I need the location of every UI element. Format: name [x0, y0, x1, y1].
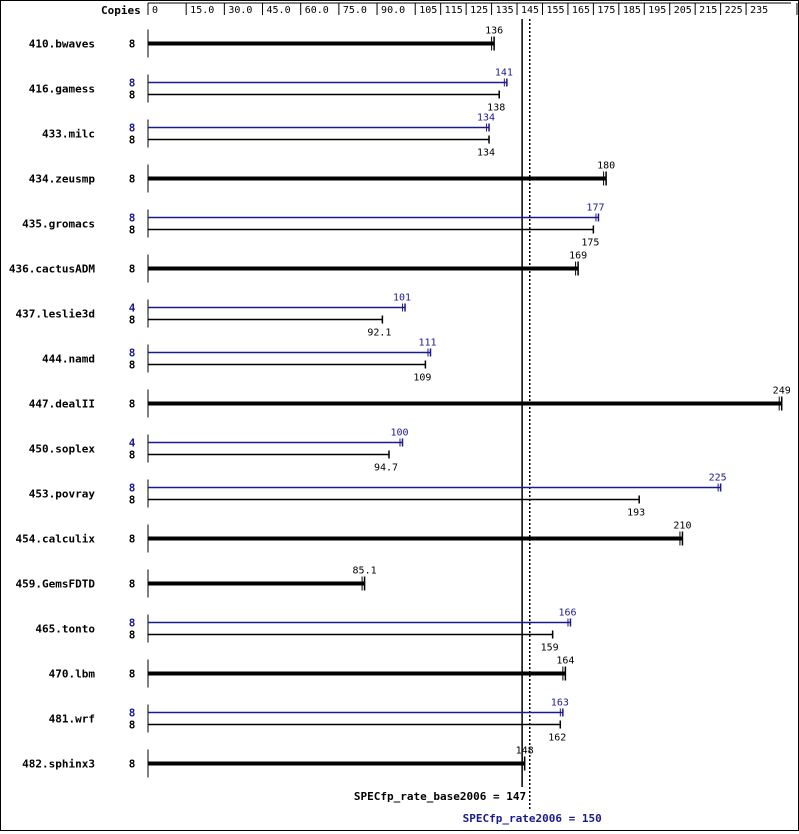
peak-value-label: 101 [393, 293, 411, 304]
base-copies: 8 [129, 578, 136, 591]
benchmark-label: 470.lbm [49, 668, 96, 681]
axis-tick-label: 125 [470, 5, 488, 16]
peak-copies: 8 [129, 212, 136, 225]
benchmark-label: 450.soplex [29, 443, 96, 456]
axis-tick-label: 0 [152, 5, 158, 16]
peak-copies: 8 [129, 77, 136, 90]
peak-value-label: 141 [495, 68, 513, 79]
peak-value-label: 100 [390, 428, 408, 439]
benchmark-label: 410.bwaves [29, 38, 95, 51]
peak-value-label: 134 [477, 113, 495, 124]
peak-value-label: 163 [551, 698, 569, 709]
base-value-label: 180 [597, 161, 615, 172]
base-copies: 8 [129, 719, 136, 732]
base-copies: 8 [129, 314, 136, 327]
peak-copies: 4 [129, 437, 136, 450]
peak-copies: 8 [129, 617, 136, 630]
base-value-label: 175 [581, 238, 599, 249]
peak-copies: 8 [129, 347, 136, 360]
peak-value-label: 177 [586, 203, 604, 214]
peak-summary-label: SPECfp_rate2006 = 150 [463, 812, 602, 825]
peak-copies: 4 [129, 302, 136, 315]
base-value-label: 109 [413, 373, 431, 384]
base-copies: 8 [129, 173, 136, 186]
base-copies: 8 [129, 134, 136, 147]
base-value-label: 134 [477, 148, 495, 159]
base-copies: 8 [129, 38, 136, 51]
axis-tick-label: 135 [496, 5, 514, 16]
benchmark-label: 444.namd [42, 353, 95, 366]
benchmark-label: 434.zeusmp [29, 173, 96, 186]
base-copies: 8 [129, 668, 136, 681]
axis-tick-label: 15.0 [190, 5, 214, 16]
benchmark-label: 453.povray [29, 488, 96, 501]
base-summary-label: SPECfp_rate_base2006 = 147 [354, 790, 526, 803]
axis-tick-label: 215 [699, 5, 717, 16]
base-copies: 8 [129, 263, 136, 276]
base-value-label: 148 [516, 746, 534, 757]
base-value-label: 164 [556, 656, 574, 667]
peak-value-label: 225 [709, 473, 727, 484]
axis-tick-label: 175 [597, 5, 615, 16]
base-copies: 8 [129, 533, 136, 546]
benchmark-label: 482.sphinx3 [22, 758, 95, 771]
base-copies: 8 [129, 494, 136, 507]
base-copies: 8 [129, 224, 136, 237]
base-copies: 8 [129, 629, 136, 642]
base-copies: 8 [129, 758, 136, 771]
axis-tick-label: 45.0 [267, 5, 291, 16]
benchmark-label: 435.gromacs [22, 218, 95, 231]
base-value-label: 136 [485, 26, 503, 37]
axis-tick-label: 185 [623, 5, 641, 16]
base-value-label: 94.7 [374, 463, 398, 474]
base-copies: 8 [129, 398, 136, 411]
axis-tick-label: 90.0 [381, 5, 405, 16]
benchmark-label: 447.dealII [29, 398, 95, 411]
base-value-label: 169 [569, 251, 587, 262]
base-value-label: 249 [773, 386, 791, 397]
copies-header: Copies [101, 4, 141, 17]
benchmark-label: 481.wrf [49, 713, 95, 726]
base-value-label: 138 [487, 103, 505, 114]
axis-tick-label: 75.0 [343, 5, 367, 16]
benchmark-label: 459.GemsFDTD [16, 578, 96, 591]
base-value-label: 159 [541, 643, 559, 654]
axis-tick-label: 30.0 [228, 5, 252, 16]
peak-copies: 8 [129, 707, 136, 720]
axis-tick-label: 235 [750, 5, 768, 16]
base-value-label: 162 [548, 733, 566, 744]
peak-copies: 8 [129, 122, 136, 135]
axis-tick-label: 205 [674, 5, 692, 16]
benchmark-label: 454.calculix [16, 533, 96, 546]
benchmark-label: 416.gamess [29, 83, 95, 96]
base-copies: 8 [129, 449, 136, 462]
peak-value-label: 111 [418, 338, 436, 349]
base-copies: 8 [129, 89, 136, 102]
axis-tick-label: 60.0 [305, 5, 329, 16]
axis-tick-label: 155 [546, 5, 564, 16]
axis-tick-label: 145 [521, 5, 539, 16]
axis-tick-label: 165 [572, 5, 590, 16]
axis-tick-label: 225 [725, 5, 743, 16]
benchmark-label: 437.leslie3d [16, 308, 95, 321]
benchmark-label: 465.tonto [35, 623, 95, 636]
benchmark-label: 436.cactusADM [9, 263, 95, 276]
base-copies: 8 [129, 359, 136, 372]
peak-copies: 8 [129, 482, 136, 495]
base-value-label: 193 [627, 508, 645, 519]
benchmark-label: 433.milc [42, 128, 95, 141]
base-value-label: 210 [673, 521, 691, 532]
axis-tick-label: 115 [445, 5, 463, 16]
base-value-label: 85.1 [353, 566, 377, 577]
base-value-label: 92.1 [367, 328, 391, 339]
peak-value-label: 166 [558, 608, 576, 619]
axis-tick-label: 195 [648, 5, 666, 16]
axis-tick-label: 105 [419, 5, 437, 16]
